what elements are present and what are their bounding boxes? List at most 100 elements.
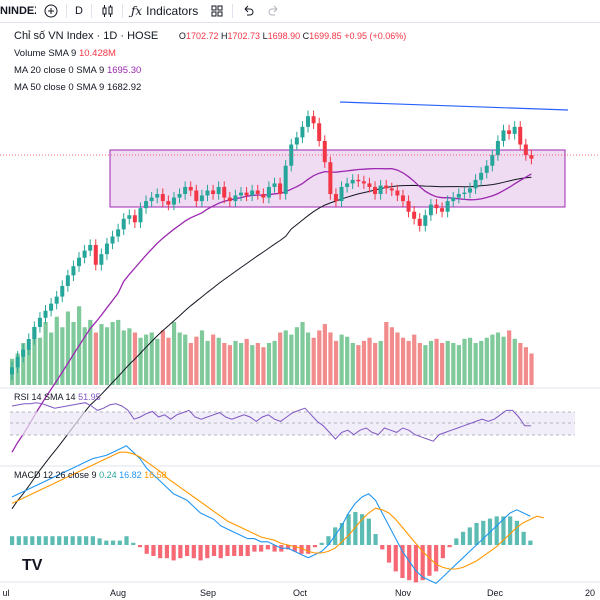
templates-button[interactable] (206, 2, 228, 20)
macd-hist-bar (84, 536, 89, 545)
candle-body (423, 215, 428, 226)
undo-icon (244, 5, 254, 16)
volume-bar (367, 337, 372, 385)
macd-hist-bar (400, 545, 405, 578)
volume-bar (222, 343, 227, 385)
toolbar-divider (90, 4, 92, 18)
volume-bar (322, 324, 327, 385)
symbol-search[interactable]: NINDEX (0, 5, 36, 17)
macd-hist-bar (393, 545, 398, 572)
macd-hist-bar (225, 545, 230, 556)
indicators-button[interactable]: ƒx Indicators (127, 2, 202, 20)
volume-bar (423, 345, 428, 385)
high-value: 1702.73 (227, 31, 261, 41)
macd-hist-bar (528, 540, 533, 545)
macd-hist-bar (265, 545, 270, 550)
candle-body (350, 179, 355, 184)
candle-body (99, 254, 104, 265)
volume-bar (501, 336, 506, 385)
candle-body (155, 194, 160, 198)
undo-button[interactable] (237, 2, 259, 20)
x-tick-label: Dec (487, 588, 504, 598)
candle-body (361, 181, 366, 184)
macd-hist-bar (50, 536, 55, 545)
compare-button[interactable] (40, 2, 62, 20)
close-value: 1699.85 (309, 31, 342, 41)
macd-hist-bar (232, 545, 237, 556)
volume-bar (261, 347, 266, 385)
volume-bar (490, 334, 495, 385)
chart-type-button[interactable] (96, 2, 118, 20)
ma20-label: MA 20 close 0 SMA 9 (14, 65, 105, 76)
fx-icon: ƒx (130, 4, 143, 18)
grid-icon (211, 5, 223, 17)
close-label: C (302, 31, 310, 41)
candle-body (462, 192, 467, 195)
macd-hist-bar (198, 545, 203, 561)
candle-body (77, 257, 82, 267)
redo-button[interactable] (263, 2, 285, 20)
volume-bar (317, 330, 322, 385)
candle-body (322, 140, 327, 163)
volume-bar (306, 332, 311, 385)
candle-body (389, 188, 394, 191)
macd-legend: MACD 12 26 close 9 0.24 16.82 16.58 (14, 470, 167, 480)
change-value: +0.95 (+0.06%) (344, 31, 407, 41)
main-legend: Chỉ số VN Index · 1D · HOSE O1702.72 H17… (14, 30, 406, 42)
macd-hist-bar (77, 536, 82, 545)
candle-body (54, 296, 59, 304)
volume-bar (244, 338, 249, 385)
macd-hist-bar (171, 545, 176, 561)
volume-bar (294, 327, 300, 385)
candle-body (65, 275, 70, 286)
macd-hist-bar (494, 516, 499, 545)
volume-bar (333, 340, 339, 385)
candle-body (71, 266, 76, 276)
volume-bar (400, 337, 406, 385)
volume-bar (479, 340, 484, 385)
candle-body (10, 367, 14, 375)
volume-bar (88, 319, 93, 385)
candle-body (278, 183, 283, 195)
candle-body (138, 208, 143, 223)
macd-hist-bar (427, 545, 432, 576)
interval-button[interactable]: D (75, 5, 83, 17)
open-label: O (178, 31, 186, 41)
candle-body (300, 126, 305, 138)
volume-bar (395, 332, 400, 385)
redo-icon (268, 5, 278, 16)
candle-body (473, 179, 478, 189)
candle-body (529, 155, 534, 159)
volume-bar (43, 322, 48, 385)
macd-hist-bar (131, 542, 136, 545)
macd-hist-bar (467, 527, 472, 545)
candle-body (183, 186, 188, 195)
macd-hist-bar (10, 536, 15, 545)
candle-body (171, 197, 176, 205)
candle-body (523, 144, 528, 156)
candle-body (428, 204, 433, 216)
volume-bar (216, 337, 221, 385)
macd-hist-bar (366, 518, 371, 545)
candle-body (160, 194, 165, 202)
candle-body (507, 130, 512, 134)
high-label: H (221, 31, 228, 41)
volume-bar (512, 338, 517, 385)
macd-hist-bar (151, 545, 156, 556)
macd-hist-bar (90, 536, 95, 545)
volume-bar (451, 343, 456, 385)
volume-bar (54, 316, 59, 385)
macd-hist-bar (380, 545, 385, 550)
macd-hist-bar (124, 536, 129, 545)
volume-bar (384, 322, 389, 385)
macd-hist-bar (474, 523, 479, 545)
macd-hist-bar (454, 538, 459, 545)
candle-body (60, 285, 65, 297)
candle-body (261, 194, 266, 198)
candle-body (400, 195, 405, 202)
candle-body (21, 349, 26, 357)
volume-bar (272, 340, 277, 385)
macd-hist-bar (218, 545, 223, 559)
volume-bar (467, 337, 473, 385)
